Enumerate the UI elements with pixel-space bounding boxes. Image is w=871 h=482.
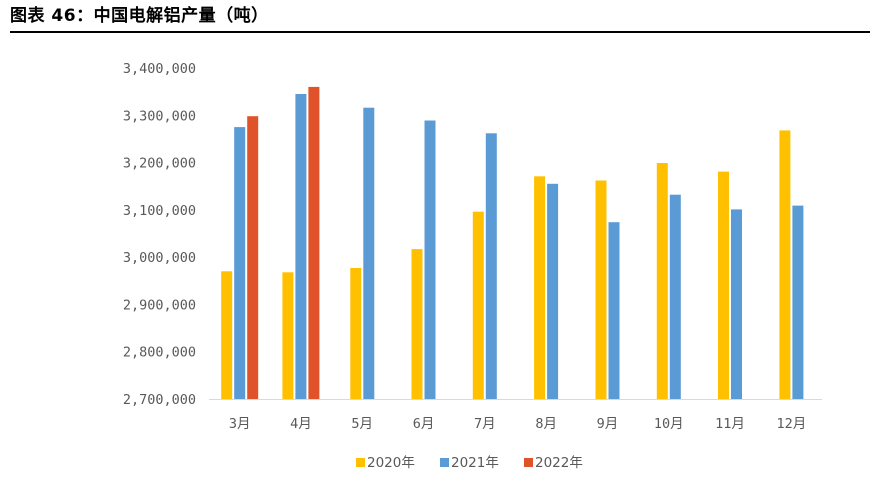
bar-2021年-10月: [669, 194, 681, 399]
bar-2020年-11月: [718, 171, 729, 399]
bar-2020年-6月: [411, 249, 423, 399]
bar-2021年-7月: [485, 133, 497, 400]
bar-2020年-8月: [534, 176, 546, 399]
bar-2020年-4月: [282, 272, 294, 399]
y-tick-label: 2,800,000: [123, 345, 196, 361]
x-tick-label: 8月: [535, 416, 557, 432]
bar-2021年-9月: [608, 222, 620, 399]
legend-swatch-2022年: [524, 458, 533, 467]
y-tick-label: 3,200,000: [123, 156, 196, 172]
bar-2021年-6月: [424, 120, 436, 399]
bar-2021年-4月: [295, 94, 307, 399]
y-tick-label: 2,700,000: [123, 392, 196, 408]
legend-label: 2022年: [535, 455, 583, 471]
y-tick-label: 3,300,000: [123, 108, 196, 124]
bar-2022年-3月: [247, 116, 259, 399]
title-rule: [10, 31, 870, 33]
x-tick-label: 6月: [413, 416, 435, 432]
x-tick-label: 10月: [654, 416, 684, 432]
legend-swatch-2020年: [356, 458, 365, 467]
bar-2021年-8月: [547, 183, 559, 399]
legend-swatch-2021年: [440, 458, 449, 467]
bar-2020年-5月: [350, 268, 362, 399]
y-tick-label: 2,900,000: [123, 297, 196, 313]
x-tick-label: 9月: [597, 416, 619, 432]
x-tick-label: 11月: [715, 416, 745, 432]
bar-2020年-10月: [656, 163, 668, 399]
bar-2021年-3月: [234, 127, 246, 399]
x-tick-label: 5月: [351, 416, 373, 432]
bar-2020年-12月: [779, 130, 791, 399]
bar-2021年-11月: [731, 209, 742, 399]
bar-2021年-12月: [792, 205, 804, 399]
legend-label: 2021年: [451, 455, 499, 471]
x-tick-label: 3月: [229, 416, 251, 432]
x-tick-label: 7月: [474, 416, 496, 432]
x-axis: 3月 4月 5月 6月 7月 8月 9月 10月 11月 12月: [209, 399, 822, 432]
bar-2020年-9月: [595, 180, 607, 399]
bar-2020年-3月: [221, 271, 233, 399]
figure-title: 图表 46：中国电解铝产量（吨）: [10, 6, 269, 26]
legend-label: 2020年: [367, 455, 415, 471]
legend: 2020年 2021年 2022年: [356, 455, 583, 471]
x-tick-label: 4月: [290, 416, 312, 432]
y-tick-label: 3,400,000: [123, 61, 196, 77]
bar-2020年-7月: [472, 211, 484, 399]
bar-2021年-5月: [363, 107, 375, 399]
y-tick-label: 3,100,000: [123, 203, 196, 219]
y-tick-label: 3,000,000: [123, 250, 196, 266]
y-axis: 2,700,000 2,800,000 2,900,000 3,000,000 3,10…: [123, 61, 196, 408]
bars: [221, 86, 804, 400]
bar-2022年-4月: [308, 86, 320, 400]
x-tick-label: 12月: [776, 416, 806, 432]
